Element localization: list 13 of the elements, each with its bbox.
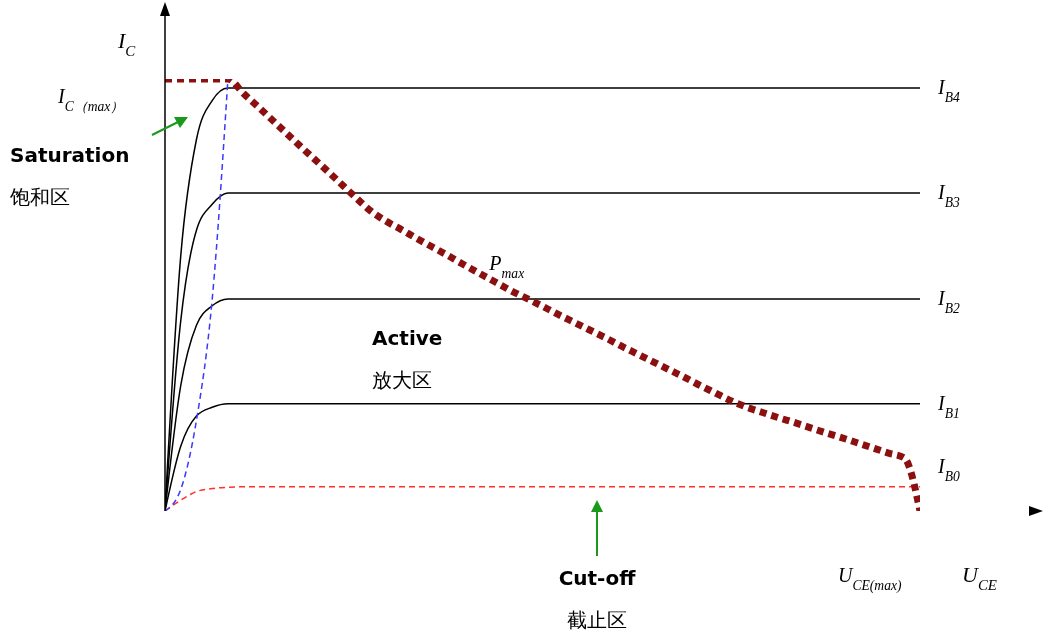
series-label: I$_{B0}$ (937, 454, 960, 484)
series-label: I$_{B2}$ (937, 286, 960, 316)
x-axis-title: U$_{CE}$ (962, 562, 997, 593)
y-axis-title: I$_{C}$ (117, 28, 137, 59)
series-label: I$_{B4}$ (937, 76, 960, 105)
series-label: P$_{max}$ (488, 252, 525, 281)
annotation: Active 放大区 (372, 326, 443, 392)
text: Saturation 饱和区 (9, 143, 130, 209)
series-label: I$_{B3}$ (937, 181, 960, 210)
text: Cut-off 截止区 (558, 566, 637, 632)
text: U$_{CE(max)}$ (838, 564, 902, 594)
series-label: I$_{B1}$ (937, 391, 960, 421)
text: I$_{C（max）}$ (57, 85, 125, 114)
